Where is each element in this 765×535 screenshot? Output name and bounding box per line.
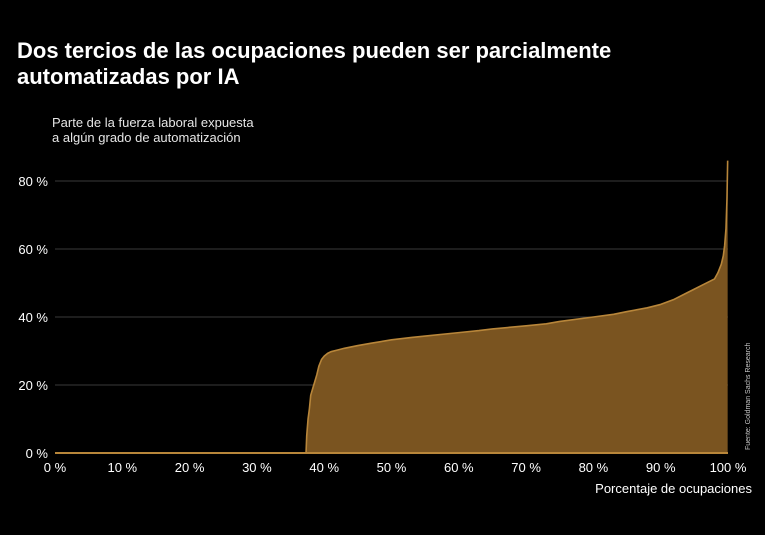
series-line xyxy=(55,160,729,454)
source-note: Fuente: Goldman Sachs Research xyxy=(745,343,752,450)
subtitle-line-2: a algún grado de automatización xyxy=(52,130,241,145)
chart-subtitle: Parte de la fuerza laboral expuesta a al… xyxy=(52,115,254,145)
x-tick-label: 90 % xyxy=(646,460,676,475)
x-tick-label: 10 % xyxy=(107,460,137,475)
x-tick-label: 70 % xyxy=(511,460,541,475)
x-tick-label: 40 % xyxy=(309,460,339,475)
x-axis-ticks: 0 % 10 % 20 % 30 % 40 % 50 % 60 % 70 % 80 % 90 % 1… xyxy=(44,460,747,475)
x-tick-label: 50 % xyxy=(377,460,407,475)
y-tick-label: 0 % xyxy=(26,446,49,461)
chart-title: Dos tercios de las ocupaciones pueden se… xyxy=(17,38,612,89)
x-tick-label: 100 % xyxy=(710,460,747,475)
area-series xyxy=(55,160,729,454)
x-tick-label: 0 % xyxy=(44,460,67,475)
x-tick-label: 20 % xyxy=(175,460,205,475)
y-tick-label: 40 % xyxy=(18,310,48,325)
area-fill xyxy=(55,160,728,453)
x-tick-label: 80 % xyxy=(579,460,609,475)
y-tick-label: 60 % xyxy=(18,242,48,257)
y-tick-label: 80 % xyxy=(18,174,48,189)
x-tick-label: 30 % xyxy=(242,460,272,475)
subtitle-line-1: Parte de la fuerza laboral expuesta xyxy=(52,115,254,130)
y-tick-label: 20 % xyxy=(18,378,48,393)
y-axis-ticks: 0 % 20 % 40 % 60 % 80 % xyxy=(18,174,48,461)
x-tick-label: 60 % xyxy=(444,460,474,475)
x-axis-label: Porcentaje de ocupaciones xyxy=(595,481,752,496)
